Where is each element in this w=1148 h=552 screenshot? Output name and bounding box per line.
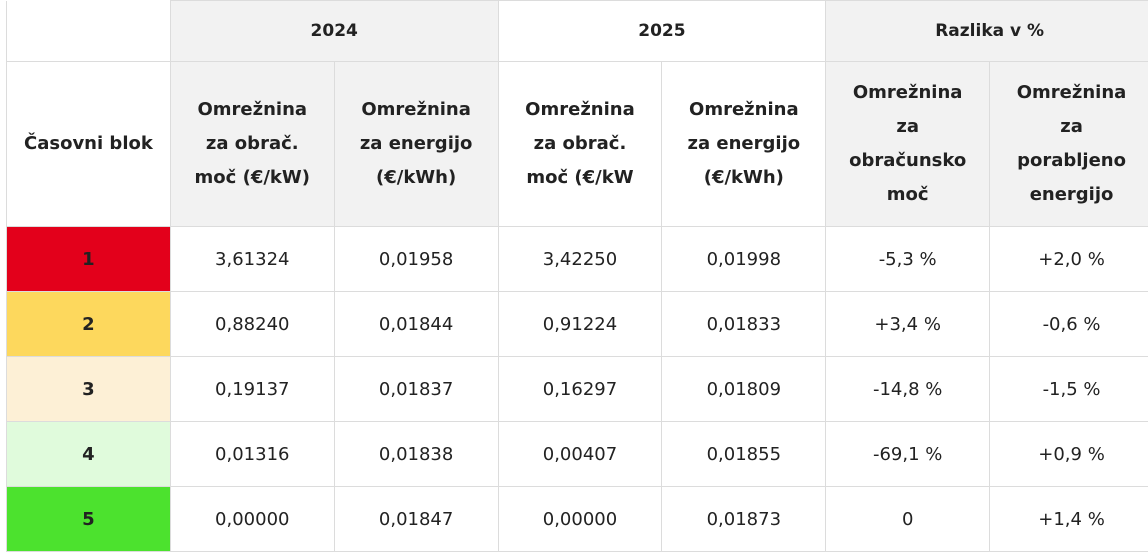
table-cell: 0,01847 (334, 487, 498, 552)
tariff-table: 2024 2025 Razlika v % Časovni blok Omrež… (6, 0, 1148, 552)
time-block-cell: 2 (7, 292, 171, 357)
table-row: 5 0,00000 0,01847 0,00000 0,01873 0 +1,4… (7, 487, 1148, 552)
table-row: 1 3,61324 0,01958 3,42250 0,01998 -5,3 %… (7, 227, 1148, 292)
table-cell: 0,00407 (498, 422, 662, 487)
table-cell: 0,91224 (498, 292, 662, 357)
table-cell: +0,9 % (990, 422, 1148, 487)
time-block-cell: 3 (7, 357, 171, 422)
table-row: 4 0,01316 0,01838 0,00407 0,01855 -69,1 … (7, 422, 1148, 487)
time-block-cell: 1 (7, 227, 171, 292)
table-cell: 0,00000 (170, 487, 334, 552)
table-cell: 0,01316 (170, 422, 334, 487)
table-cell: 0,01855 (662, 422, 826, 487)
table-cell: 0,00000 (498, 487, 662, 552)
table-cell: 0,01833 (662, 292, 826, 357)
table-cell: 0,01809 (662, 357, 826, 422)
table-row: 2 0,88240 0,01844 0,91224 0,01833 +3,4 %… (7, 292, 1148, 357)
table-cell: 0,01958 (334, 227, 498, 292)
table-cell: 0 (826, 487, 990, 552)
table-cell: 3,42250 (498, 227, 662, 292)
table-cell: -1,5 % (990, 357, 1148, 422)
table-cell: +2,0 % (990, 227, 1148, 292)
table-cell: 0,01844 (334, 292, 498, 357)
group-header-2025: 2025 (498, 1, 826, 62)
table-cell: 0,88240 (170, 292, 334, 357)
table-body: 1 3,61324 0,01958 3,42250 0,01998 -5,3 %… (7, 227, 1148, 552)
table-cell: -69,1 % (826, 422, 990, 487)
group-header-2024: 2024 (170, 1, 498, 62)
group-header-difference: Razlika v % (826, 1, 1148, 62)
table-cell: 0,19137 (170, 357, 334, 422)
table-cell: 0,16297 (498, 357, 662, 422)
corner-cell (7, 1, 171, 62)
table-cell: +1,4 % (990, 487, 1148, 552)
table-cell: 0,01837 (334, 357, 498, 422)
table-cell: 0,01838 (334, 422, 498, 487)
time-block-cell: 5 (7, 487, 171, 552)
column-header-time-block: Časovni blok (7, 62, 171, 227)
time-block-cell: 4 (7, 422, 171, 487)
table-cell: -0,6 % (990, 292, 1148, 357)
table-cell: -14,8 % (826, 357, 990, 422)
table-cell: -5,3 % (826, 227, 990, 292)
table-row: 3 0,19137 0,01837 0,16297 0,01809 -14,8 … (7, 357, 1148, 422)
table-cell: 3,61324 (170, 227, 334, 292)
table-cell: 0,01998 (662, 227, 826, 292)
table-cell: +3,4 % (826, 292, 990, 357)
table-cell: 0,01873 (662, 487, 826, 552)
